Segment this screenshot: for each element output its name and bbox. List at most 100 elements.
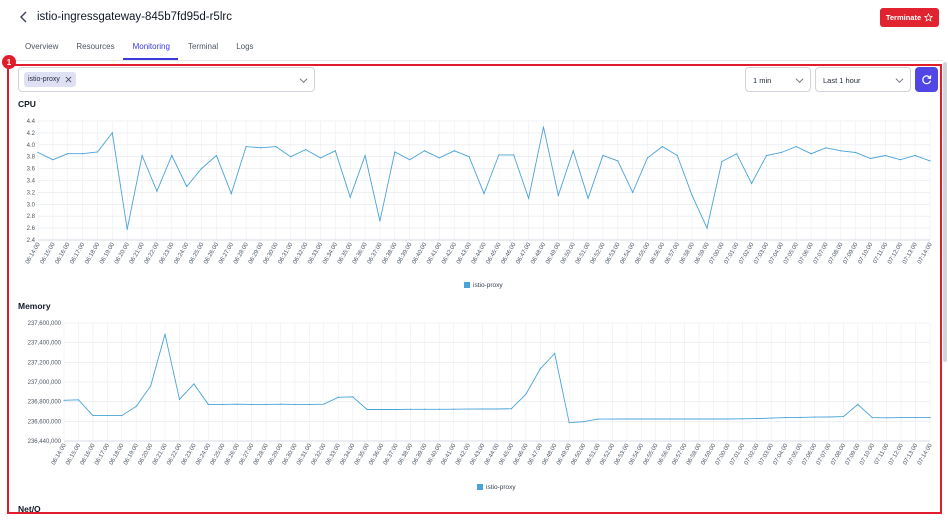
memory-data-point: [799, 416, 801, 418]
close-icon[interactable]: [65, 76, 72, 83]
memory-data-point: [92, 414, 94, 417]
cpu-data-point: [855, 151, 857, 154]
memory-data-point: [655, 418, 657, 420]
cpu-data-point: [275, 145, 277, 148]
time-range-select[interactable]: Last 1 hour: [815, 67, 911, 92]
terminate-button[interactable]: Terminate: [880, 8, 939, 27]
memory-data-point: [222, 403, 224, 405]
annotation-badge: 1: [2, 55, 16, 69]
memory-data-point: [857, 403, 859, 405]
tabs-divider: [15, 60, 943, 61]
cpu-data-point: [899, 159, 901, 161]
cpu-data-point: [364, 154, 366, 157]
cpu-data-point: [498, 154, 500, 156]
netio-section-title: Net/O: [18, 504, 41, 514]
memory-x-tick-label: 07:14:00: [917, 442, 934, 466]
refresh-button[interactable]: [915, 67, 938, 92]
memory-data-point: [366, 408, 368, 411]
memory-data-point: [900, 417, 902, 419]
memory-data-point: [669, 418, 671, 420]
cpu-data-point: [67, 153, 69, 155]
cpu-y-tick-label: 4.0: [27, 143, 36, 149]
memory-y-tick-label: 237,600,000: [28, 321, 62, 327]
tab-resources[interactable]: Resources: [76, 42, 115, 51]
cpu-data-point: [52, 159, 54, 161]
memory-data-point: [121, 414, 123, 417]
memory-data-point: [453, 408, 455, 410]
memory-data-point: [756, 418, 758, 420]
cpu-data-point: [528, 197, 530, 199]
memory-y-tick-label: 237,200,000: [28, 360, 62, 366]
cpu-data-point: [82, 153, 84, 155]
cpu-data-point: [156, 190, 158, 192]
tab-terminal[interactable]: Terminal: [187, 42, 219, 51]
cpu-y-tick-label: 3.2: [27, 190, 36, 196]
cpu-data-point: [602, 154, 604, 157]
tab-logs[interactable]: Logs: [236, 42, 254, 51]
memory-data-point: [525, 393, 527, 395]
memory-data-point: [380, 408, 383, 411]
cpu-data-point: [126, 228, 128, 230]
memory-data-point: [727, 418, 729, 420]
memory-data-point: [554, 352, 556, 355]
tab-monitoring[interactable]: Monitoring: [122, 38, 178, 60]
cpu-data-point: [676, 154, 678, 157]
back-arrow-icon[interactable]: [18, 11, 30, 23]
interval-value: 1 min: [753, 76, 772, 85]
refresh-icon: [922, 75, 932, 85]
terminate-label: Terminate: [885, 13, 922, 22]
memory-data-point: [929, 417, 931, 419]
memory-data-point: [785, 417, 787, 419]
cpu-data-point: [513, 154, 515, 156]
cpu-data-point: [438, 157, 440, 159]
memory-data-point: [871, 417, 873, 419]
cpu-data-point: [260, 147, 262, 149]
memory-y-tick-label: 236,440,000: [28, 439, 62, 445]
cpu-y-tick-label: 2.8: [27, 214, 36, 220]
memory-data-point: [640, 418, 642, 420]
cpu-legend-label: istio-proxy: [473, 282, 503, 289]
memory-legend-swatch: [477, 484, 483, 490]
memory-data-point: [63, 399, 65, 401]
memory-data-point: [308, 403, 310, 405]
memory-data-point: [265, 403, 267, 405]
cpu-data-point: [453, 150, 455, 152]
memory-data-point: [337, 396, 339, 398]
memory-data-point: [323, 403, 325, 405]
cpu-data-point: [706, 227, 708, 229]
memory-data-point: [409, 408, 411, 410]
memory-data-point: [193, 383, 195, 385]
cpu-data-point: [379, 220, 381, 222]
memory-data-point: [914, 417, 917, 419]
memory-y-tick-label: 236,600,000: [28, 419, 62, 425]
memory-data-point: [741, 418, 743, 420]
memory-data-point: [698, 418, 700, 420]
tab-overview[interactable]: Overview: [25, 42, 59, 51]
scrollbar[interactable]: [943, 62, 947, 362]
memory-legend-label: istio-proxy: [486, 484, 516, 491]
chevron-down-icon: [895, 78, 904, 84]
memory-y-tick-label: 236,800,000: [28, 400, 62, 406]
cpu-y-tick-label: 3.0: [27, 202, 36, 208]
cpu-data-point: [765, 154, 768, 157]
cpu-data-point: [230, 192, 232, 195]
cpu-data-point: [661, 145, 664, 148]
memory-data-point: [106, 414, 108, 417]
memory-data-point: [828, 416, 830, 418]
cpu-data-point: [394, 151, 396, 153]
cpu-data-point: [617, 160, 619, 162]
cpu-data-point: [334, 150, 336, 152]
container-select[interactable]: istio-proxy: [18, 67, 315, 92]
cpu-y-tick-label: 3.6: [27, 167, 36, 173]
memory-data-point: [135, 405, 137, 408]
interval-select[interactable]: 1 min: [745, 67, 811, 92]
memory-data-point: [770, 417, 772, 419]
cpu-data-point: [37, 151, 39, 154]
cpu-data-point: [215, 154, 217, 157]
memory-data-point: [438, 408, 440, 410]
memory-data-point: [684, 418, 686, 420]
memory-chart: 236,440,000 236,600,000 236,800,000 237,000…: [28, 321, 934, 491]
chevron-down-icon: [795, 78, 804, 84]
cpu-data-point: [691, 194, 693, 196]
cpu-y-tick-label: 4.4: [27, 119, 36, 125]
